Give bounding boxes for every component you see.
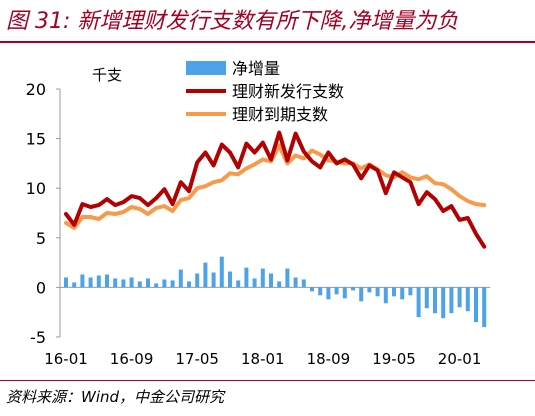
bar-net-increase bbox=[195, 273, 200, 288]
bar-net-increase bbox=[72, 282, 77, 288]
bar-net-increase bbox=[285, 268, 290, 288]
x-tick-label: 16-01 bbox=[44, 350, 88, 368]
y-tick-label: -5 bbox=[30, 328, 46, 347]
bar-net-increase bbox=[170, 280, 175, 288]
legend-label: 理财新发行支数 bbox=[232, 82, 344, 101]
bar-net-increase bbox=[375, 287, 380, 297]
bar-net-increase bbox=[441, 287, 446, 319]
bar-net-increase bbox=[408, 287, 413, 296]
bar-net-increase bbox=[310, 287, 314, 292]
y-tick-label: 0 bbox=[36, 278, 46, 297]
legend-swatch-bar bbox=[186, 61, 226, 75]
title-rule bbox=[0, 41, 535, 43]
legend-label: 净增量 bbox=[232, 59, 280, 78]
source-note: 资料来源：Wind，中金公司研究 bbox=[6, 388, 225, 406]
bar-net-increase bbox=[359, 287, 364, 302]
bar-net-increase bbox=[318, 287, 323, 296]
bar-net-increase bbox=[64, 277, 68, 288]
bar-net-increase bbox=[400, 287, 405, 300]
x-tick-label: 20-01 bbox=[438, 350, 482, 368]
bar-net-increase bbox=[96, 275, 101, 288]
bar-net-increase bbox=[449, 287, 454, 314]
x-tick-label: 16-09 bbox=[110, 350, 154, 368]
x-tick-label: 19-05 bbox=[372, 350, 416, 368]
bar-net-increase bbox=[252, 278, 257, 288]
bar-net-increase bbox=[80, 274, 85, 288]
bar-net-increase bbox=[178, 269, 183, 288]
legend-label: 理财到期支数 bbox=[232, 105, 328, 124]
bar-net-increase bbox=[367, 287, 372, 293]
bar-net-increase bbox=[187, 281, 191, 288]
bar-net-increase bbox=[465, 287, 470, 312]
bar-net-increase bbox=[416, 287, 421, 318]
combo-chart: -5 0 5 10 15 20 千支 16-01 16-09 17-05 18-01 18-09 19-… bbox=[26, 59, 491, 368]
bar-net-increase bbox=[228, 271, 232, 288]
bar-net-increase bbox=[482, 287, 487, 328]
bar-net-increase bbox=[113, 278, 118, 288]
bar-net-increase bbox=[146, 278, 150, 288]
y-tick-label: 10 bbox=[26, 179, 46, 198]
bar-net-increase bbox=[121, 279, 126, 288]
y-unit-label: 千支 bbox=[92, 66, 122, 84]
bar-net-increase bbox=[203, 262, 208, 288]
bar-net-increase bbox=[433, 287, 437, 314]
x-tick-label: 17-05 bbox=[175, 350, 219, 368]
bar-net-increase bbox=[162, 279, 167, 288]
bar-net-increase bbox=[424, 287, 429, 309]
x-tick-label: 18-09 bbox=[307, 350, 351, 368]
bar-net-increase bbox=[392, 287, 396, 297]
bar-net-increase bbox=[211, 272, 216, 288]
bar-net-increase bbox=[137, 281, 142, 288]
bar-net-increase bbox=[326, 287, 331, 300]
bar-net-increase bbox=[351, 287, 355, 291]
line-new-issuance bbox=[64, 130, 487, 249]
bar-net-increase bbox=[277, 281, 282, 288]
bar-net-increase bbox=[236, 280, 241, 288]
line-maturity bbox=[64, 143, 487, 230]
figure-title: 图 31: 新增理财发行支数有所下降,净增量为负 bbox=[6, 9, 459, 34]
bar-net-increase bbox=[301, 279, 306, 288]
bar-net-increase bbox=[219, 256, 224, 288]
bar-net-increase bbox=[269, 273, 273, 288]
y-tick-label: 5 bbox=[36, 229, 46, 248]
bar-net-increase bbox=[105, 274, 109, 288]
bar-net-increase bbox=[244, 267, 249, 288]
bar-net-increase bbox=[383, 287, 388, 304]
bar-net-increase bbox=[293, 277, 298, 288]
bar-net-increase bbox=[260, 268, 265, 288]
bar-net-increase bbox=[129, 277, 134, 288]
source-rule bbox=[0, 380, 535, 381]
y-tick-label: 20 bbox=[26, 80, 46, 99]
bar-net-increase bbox=[334, 287, 339, 295]
bar-net-increase bbox=[154, 283, 159, 288]
bar-net-increase bbox=[457, 287, 462, 308]
bar-net-increase bbox=[88, 277, 93, 288]
bar-net-increase bbox=[474, 287, 478, 323]
y-tick-label: 15 bbox=[26, 130, 46, 149]
bar-net-increase bbox=[342, 287, 347, 299]
x-tick-label: 18-01 bbox=[241, 350, 285, 368]
